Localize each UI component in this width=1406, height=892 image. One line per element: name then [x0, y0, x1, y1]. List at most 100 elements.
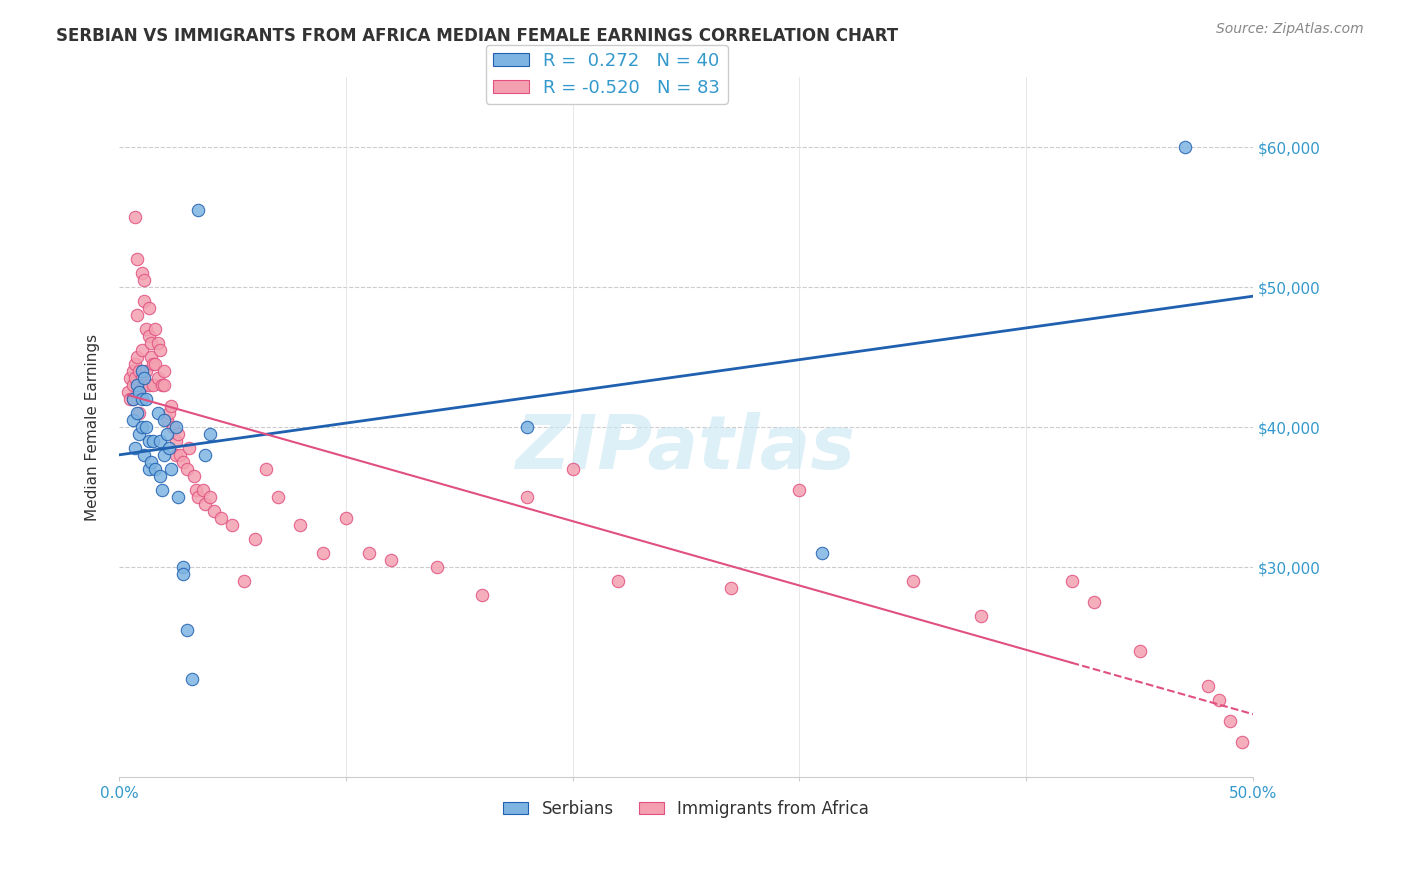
- Point: [142, 434, 165, 449]
- Point: [146, 406, 169, 420]
- Point: [132, 448, 155, 462]
- Point: [1219, 714, 1241, 728]
- Point: [120, 371, 142, 385]
- Point: [607, 574, 630, 588]
- Point: [135, 322, 157, 336]
- Point: [165, 448, 187, 462]
- Point: [180, 672, 202, 686]
- Point: [138, 462, 160, 476]
- Point: [179, 441, 201, 455]
- Point: [127, 252, 149, 267]
- Point: [139, 350, 162, 364]
- Point: [143, 462, 166, 476]
- Point: [811, 546, 834, 560]
- Point: [191, 483, 214, 497]
- Point: [131, 266, 153, 280]
- Point: [186, 483, 208, 497]
- Point: [121, 378, 143, 392]
- Point: [153, 378, 176, 392]
- Point: [176, 623, 198, 637]
- Point: [357, 546, 380, 560]
- Point: [127, 378, 149, 392]
- Point: [131, 392, 153, 407]
- Point: [425, 560, 447, 574]
- Point: [156, 413, 179, 427]
- Point: [183, 469, 205, 483]
- Point: [901, 574, 924, 588]
- Point: [143, 322, 166, 336]
- Point: [138, 434, 160, 449]
- Point: [232, 574, 254, 588]
- Point: [143, 357, 166, 371]
- Point: [162, 420, 184, 434]
- Point: [1083, 595, 1105, 609]
- Point: [167, 490, 190, 504]
- Point: [128, 385, 150, 400]
- Point: [198, 427, 221, 442]
- Point: [135, 392, 157, 407]
- Point: [160, 462, 183, 476]
- Point: [194, 448, 217, 462]
- Point: [198, 490, 221, 504]
- Point: [149, 343, 172, 358]
- Point: [176, 462, 198, 476]
- Point: [132, 371, 155, 385]
- Point: [789, 483, 811, 497]
- Text: Source: ZipAtlas.com: Source: ZipAtlas.com: [1216, 22, 1364, 37]
- Text: SERBIAN VS IMMIGRANTS FROM AFRICA MEDIAN FEMALE EARNINGS CORRELATION CHART: SERBIAN VS IMMIGRANTS FROM AFRICA MEDIAN…: [56, 27, 898, 45]
- Point: [290, 518, 312, 533]
- Point: [135, 420, 157, 434]
- Point: [1230, 735, 1253, 749]
- Point: [471, 588, 494, 602]
- Point: [187, 203, 209, 218]
- Point: [172, 560, 194, 574]
- Point: [132, 273, 155, 287]
- Point: [187, 490, 209, 504]
- Point: [169, 448, 191, 462]
- Point: [516, 490, 538, 504]
- Point: [160, 399, 183, 413]
- Point: [243, 532, 266, 546]
- Point: [128, 427, 150, 442]
- Point: [165, 420, 187, 434]
- Point: [139, 336, 162, 351]
- Point: [142, 357, 165, 371]
- Point: [256, 462, 278, 476]
- Point: [131, 343, 153, 358]
- Point: [124, 371, 146, 385]
- Point: [1060, 574, 1083, 588]
- Point: [1129, 644, 1152, 658]
- Point: [153, 364, 176, 378]
- Point: [1174, 140, 1197, 154]
- Point: [124, 211, 146, 225]
- Point: [121, 413, 143, 427]
- Point: [157, 406, 180, 420]
- Point: [380, 553, 402, 567]
- Point: [138, 378, 160, 392]
- Point: [132, 294, 155, 309]
- Point: [149, 434, 172, 449]
- Point: [121, 392, 143, 407]
- Point: [127, 350, 149, 364]
- Point: [146, 336, 169, 351]
- Text: ZIPatlas: ZIPatlas: [516, 411, 856, 484]
- Point: [221, 518, 243, 533]
- Point: [167, 427, 190, 442]
- Point: [194, 497, 217, 511]
- Point: [153, 448, 176, 462]
- Point: [1197, 679, 1219, 693]
- Point: [121, 364, 143, 378]
- Point: [153, 413, 176, 427]
- Point: [121, 392, 143, 407]
- Point: [138, 301, 160, 316]
- Point: [150, 378, 173, 392]
- Point: [135, 364, 157, 378]
- Point: [146, 371, 169, 385]
- Point: [561, 462, 583, 476]
- Point: [128, 406, 150, 420]
- Point: [128, 385, 150, 400]
- Point: [172, 455, 194, 469]
- Point: [117, 385, 139, 400]
- Point: [132, 378, 155, 392]
- Point: [209, 511, 232, 525]
